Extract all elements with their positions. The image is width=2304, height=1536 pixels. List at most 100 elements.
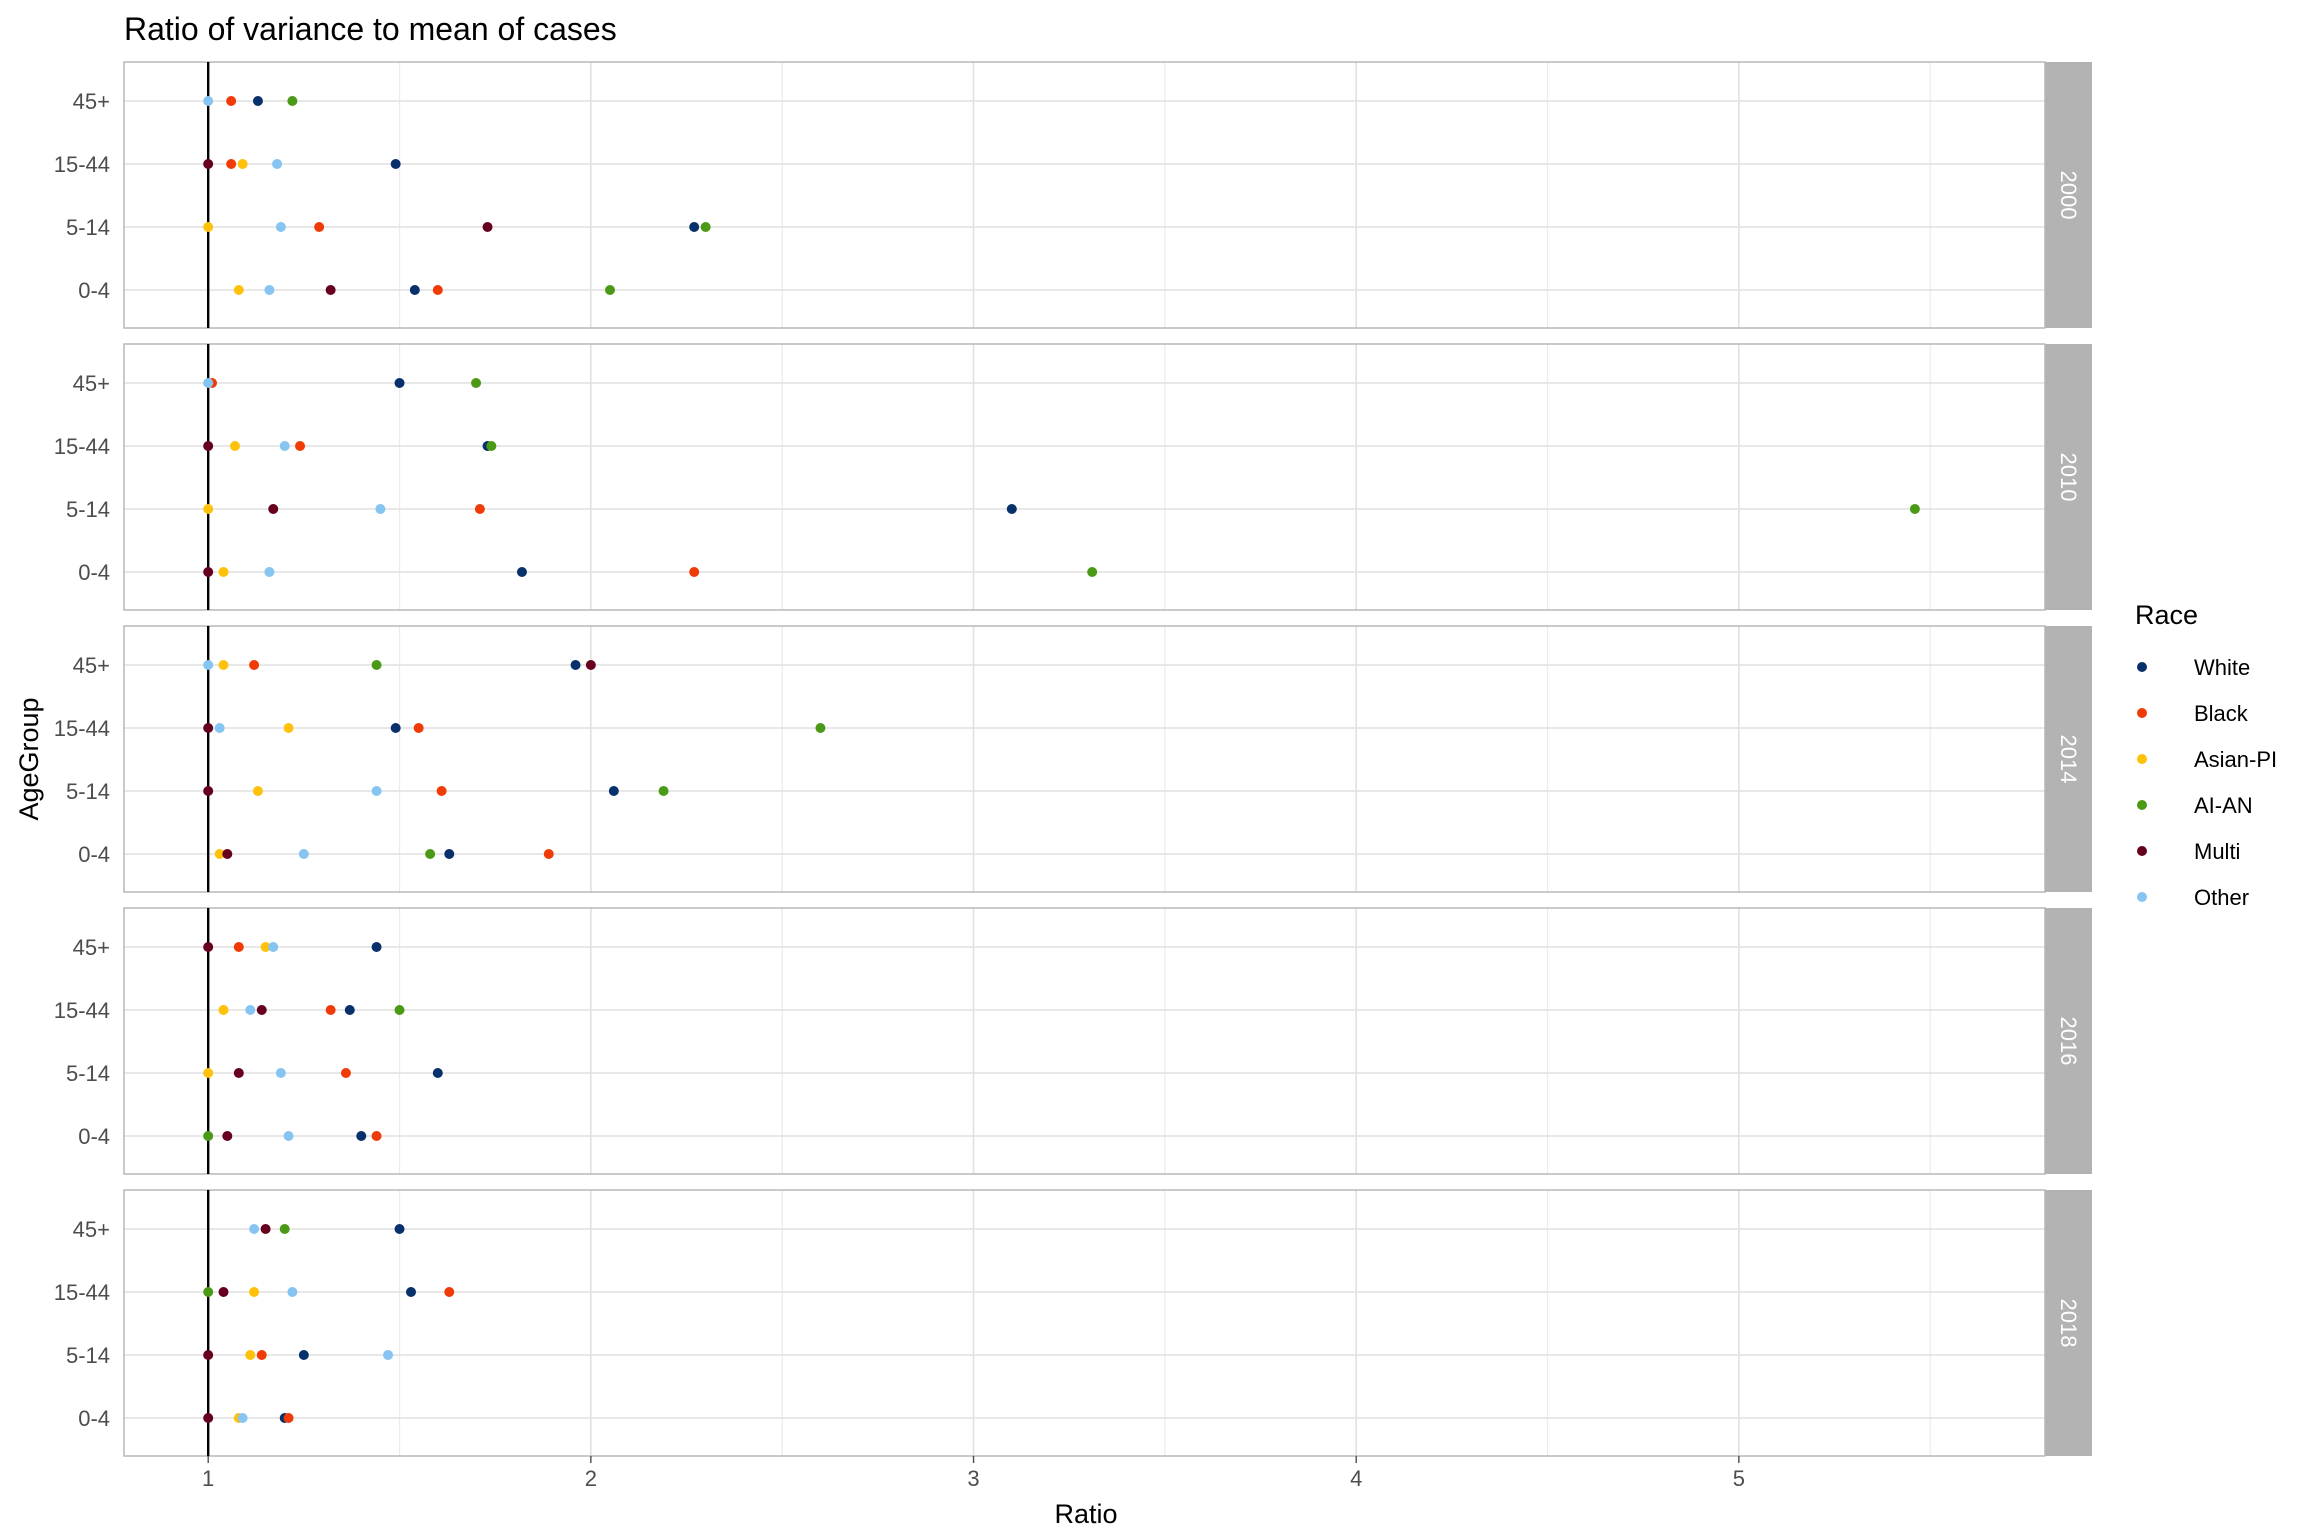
data-point-multi bbox=[585, 660, 596, 670]
data-point-white bbox=[394, 378, 405, 388]
data-point-black bbox=[233, 942, 244, 952]
data-point-other bbox=[237, 1413, 248, 1423]
x-axis-label: Ratio bbox=[1054, 1499, 1117, 1529]
facet-strip bbox=[2045, 1190, 2092, 1456]
data-point-other bbox=[268, 942, 279, 952]
panel-2016: 45+ 15-44 5-14 0-4 2016 bbox=[54, 907, 2092, 1175]
facet-strip bbox=[2045, 908, 2092, 1174]
facet-strip bbox=[2045, 62, 2092, 328]
data-point-black bbox=[295, 441, 306, 451]
data-point-other bbox=[249, 1224, 260, 1234]
data-point-black bbox=[256, 1350, 267, 1360]
data-point-asian-pi bbox=[233, 285, 244, 295]
data-point-black bbox=[226, 96, 237, 106]
data-point-asian-pi bbox=[203, 1068, 214, 1078]
data-point-ai-an bbox=[700, 222, 711, 232]
legend-key bbox=[2137, 846, 2147, 856]
data-point-multi bbox=[203, 159, 214, 169]
y-tick-label: 45+ bbox=[73, 89, 110, 114]
x-axis: 1 2 3 4 5 bbox=[202, 1456, 1745, 1491]
y-tick-label: 0-4 bbox=[78, 560, 110, 585]
data-point-ai-an bbox=[279, 1224, 290, 1234]
data-point-asian-pi bbox=[214, 849, 225, 859]
data-point-other bbox=[203, 660, 214, 670]
y-tick-label: 15-44 bbox=[54, 434, 110, 459]
y-axis-label: AgeGroup bbox=[14, 697, 44, 820]
data-point-white bbox=[394, 1224, 405, 1234]
x-tick-label: 2 bbox=[585, 1466, 597, 1491]
data-point-white bbox=[432, 1068, 443, 1078]
y-tick-label: 45+ bbox=[73, 653, 110, 678]
legend-entry-asian-pi: Asian-PI bbox=[2137, 747, 2277, 772]
data-point-white bbox=[390, 159, 401, 169]
data-point-other bbox=[264, 567, 275, 577]
data-point-black bbox=[249, 660, 260, 670]
data-point-multi bbox=[203, 441, 214, 451]
legend-label: Asian-PI bbox=[2194, 747, 2277, 772]
legend-key bbox=[2137, 662, 2147, 672]
data-point-multi bbox=[203, 723, 214, 733]
data-point-asian-pi bbox=[260, 942, 271, 952]
panels: 45+15-445-140-4200045+15-445-140-4201045… bbox=[54, 61, 2092, 1457]
legend-entry-multi: Multi bbox=[2137, 839, 2240, 864]
y-tick-label: 0-4 bbox=[78, 278, 110, 303]
legend-entry-other: Other bbox=[2137, 885, 2249, 910]
panel-border bbox=[123, 343, 2046, 611]
data-point-other bbox=[272, 159, 283, 169]
data-point-white bbox=[406, 1287, 417, 1297]
y-tick-label: 0-4 bbox=[78, 842, 110, 867]
x-tick-label: 1 bbox=[202, 1466, 214, 1491]
data-point-multi bbox=[256, 1005, 267, 1015]
legend-entry-ai-an: AI-AN bbox=[2137, 793, 2253, 818]
data-point-asian-pi bbox=[245, 1350, 256, 1360]
data-point-white bbox=[570, 660, 581, 670]
data-point-ai-an bbox=[486, 441, 497, 451]
data-point-other bbox=[375, 504, 386, 514]
data-point-other bbox=[371, 786, 382, 796]
data-point-white bbox=[409, 285, 420, 295]
y-tick-label: 0-4 bbox=[78, 1406, 110, 1431]
data-point-other bbox=[245, 1005, 256, 1015]
data-point-black bbox=[314, 222, 325, 232]
data-point-black bbox=[436, 786, 447, 796]
legend-label: AI-AN bbox=[2194, 793, 2253, 818]
x-tick-label: 4 bbox=[1350, 1466, 1362, 1491]
data-point-multi bbox=[222, 1131, 233, 1141]
data-point-black bbox=[689, 567, 700, 577]
y-tick-label: 5-14 bbox=[66, 1343, 110, 1368]
data-point-multi bbox=[222, 849, 233, 859]
data-point-black bbox=[432, 285, 443, 295]
y-tick-label: 15-44 bbox=[54, 152, 110, 177]
data-point-ai-an bbox=[1909, 504, 1920, 514]
data-point-multi bbox=[203, 1413, 214, 1423]
data-point-white bbox=[689, 222, 700, 232]
legend-key bbox=[2137, 800, 2147, 810]
data-point-white bbox=[444, 849, 455, 859]
legend-title: Race bbox=[2135, 600, 2198, 630]
data-point-white bbox=[390, 723, 401, 733]
data-point-other bbox=[275, 1068, 286, 1078]
data-point-white bbox=[344, 1005, 355, 1015]
y-tick-label: 45+ bbox=[73, 935, 110, 960]
data-point-other bbox=[283, 1131, 294, 1141]
data-point-white bbox=[371, 942, 382, 952]
y-tick-label: 5-14 bbox=[66, 779, 110, 804]
data-point-multi bbox=[203, 942, 214, 952]
data-point-black bbox=[226, 159, 237, 169]
legend-entry-black: Black bbox=[2137, 701, 2249, 726]
legend-entry-white: White bbox=[2137, 655, 2250, 680]
y-tick-label: 5-14 bbox=[66, 497, 110, 522]
data-point-white bbox=[252, 96, 263, 106]
panel-2014: 45+ 15-44 5-14 0-4 2014 bbox=[54, 625, 2092, 893]
panel-2010: 45+ 15-44 5-14 0-4 2010 bbox=[54, 343, 2092, 611]
data-point-asian-pi bbox=[237, 159, 248, 169]
data-point-other bbox=[214, 723, 225, 733]
data-point-multi bbox=[203, 786, 214, 796]
data-point-asian-pi bbox=[218, 1005, 229, 1015]
data-point-other bbox=[287, 1287, 298, 1297]
data-point-ai-an bbox=[203, 1131, 214, 1141]
y-tick-label: 5-14 bbox=[66, 215, 110, 240]
facet-strip-label: 2000 bbox=[2056, 171, 2081, 220]
data-point-ai-an bbox=[287, 96, 298, 106]
data-point-asian-pi bbox=[249, 1287, 260, 1297]
